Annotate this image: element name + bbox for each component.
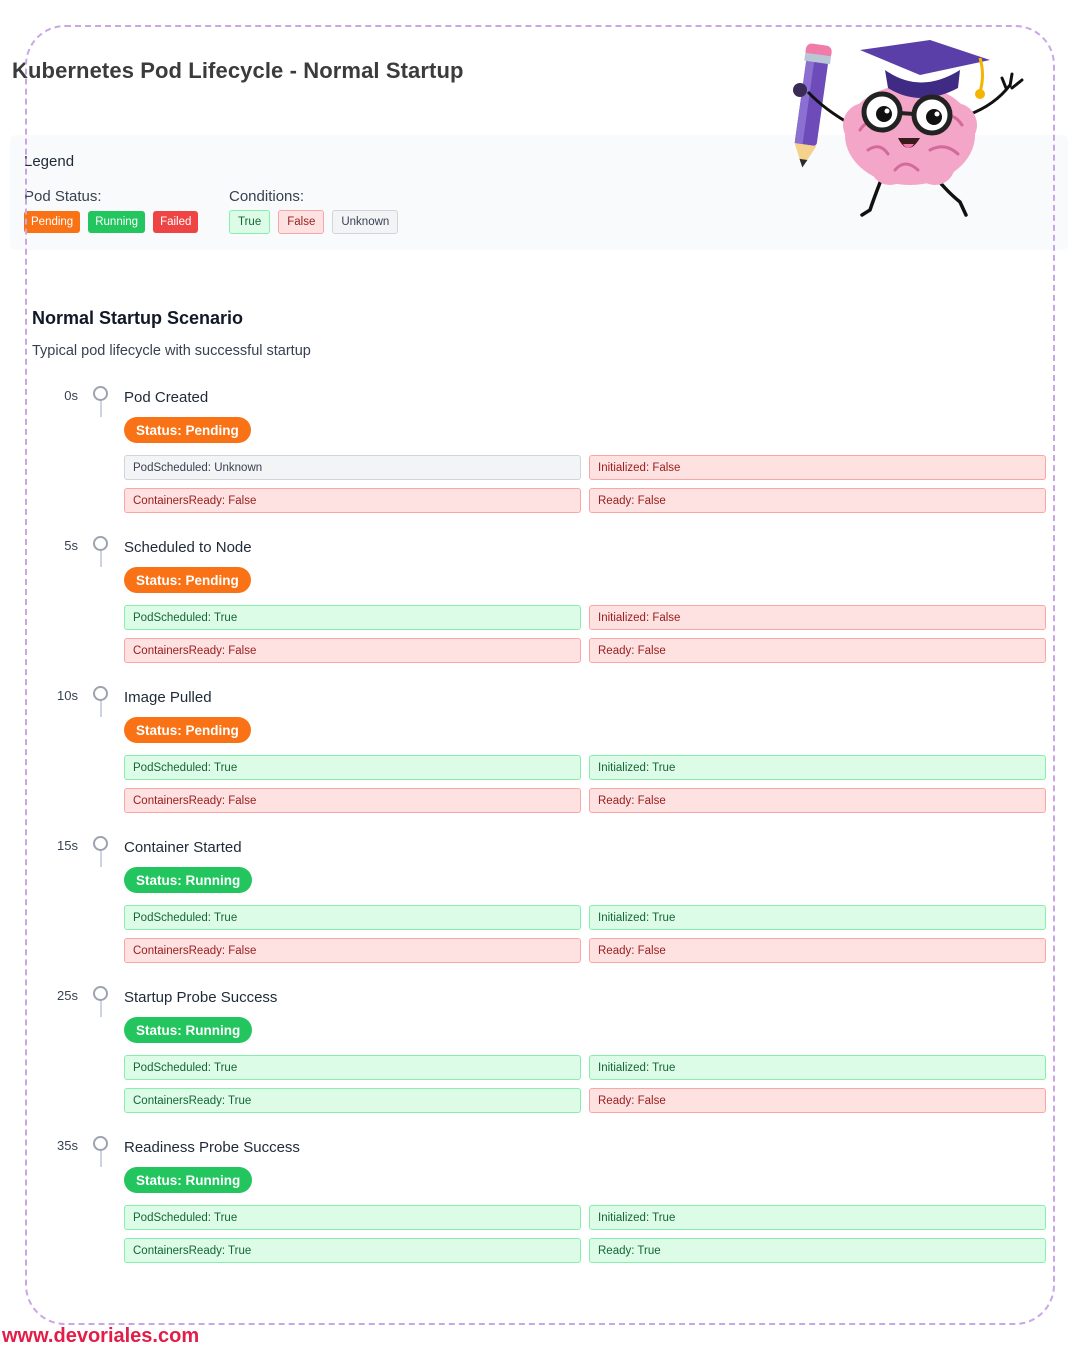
legend-panel: Legend Pod Status: Pending Running Failed … [10,135,1068,250]
legend-condition-unknown: Unknown [332,210,399,234]
condition-box: ContainersReady: False [124,788,581,813]
legend-condition-true: True [229,210,271,234]
condition-box: Ready: False [589,1088,1046,1113]
condition-box: Initialized: True [589,755,1046,780]
pod-status-chips: Pending Running Failed [24,211,199,233]
event-time: 35s [57,1138,78,1153]
timeline-event: 5s Scheduled to Node Status: Pending PodSch… [10,535,1068,685]
condition-box: Initialized: False [589,605,1046,630]
status-badge: Status: Pending [124,717,251,743]
timeline-stem [99,701,102,717]
timeline-event: 0s Pod Created Status: Pending PodScheduled… [10,385,1068,535]
timeline-event: 10s Image Pulled Status: Pending PodSchedul… [10,685,1068,835]
status-badge: Status: Running [124,1167,253,1193]
event-time: 25s [57,988,78,1003]
scenario-card: Normal Startup Scenario Typical pod life… [10,278,1068,1306]
timeline-stem [99,851,102,867]
condition-box: PodScheduled: True [124,1205,581,1230]
condition-box: Ready: False [589,788,1046,813]
timeline-marker-icon [93,986,108,1001]
condition-box: Initialized: False [589,455,1046,480]
timeline-event: 25s Startup Probe Success Status: Running P… [10,985,1068,1135]
timeline-stem [99,1151,102,1167]
event-title: Container Started [124,839,242,856]
page-title: Kubernetes Pod Lifecycle - Normal Startu… [12,58,464,83]
timeline-marker-icon [93,836,108,851]
timeline-marker-icon [93,686,108,701]
condition-box: PodScheduled: True [124,1055,581,1080]
legend-status-running: Running [88,211,146,233]
conditions-label: Conditions: [229,188,305,205]
condition-box: PodScheduled: True [124,755,581,780]
scenario-title: Normal Startup Scenario [32,308,244,328]
legend-status-failed: Failed [153,211,199,233]
footer-url: www.devoriales.com [2,1325,200,1347]
condition-box: ContainersReady: False [124,488,581,513]
pod-status-label: Pod Status: [24,188,102,205]
condition-chips: True False Unknown [229,210,399,234]
timeline-event: 35s Readiness Probe Success Status: Runnin… [10,1135,1068,1285]
timeline: 0s Pod Created Status: Pending PodScheduled… [10,385,1068,1285]
event-time: 10s [57,688,78,703]
event-time: 0s [64,388,78,403]
event-title: Image Pulled [124,689,212,706]
condition-box: ContainersReady: True [124,1088,581,1113]
condition-box: Ready: False [589,488,1046,513]
timeline-stem [99,1001,102,1017]
condition-box: Ready: True [589,1238,1046,1263]
status-badge: Status: Running [124,867,253,893]
legend-status-pending: Pending [24,211,81,233]
status-badge: Status: Running [124,1017,253,1043]
status-badge: Status: Pending [124,567,251,593]
event-title: Readiness Probe Success [124,1139,300,1156]
timeline-event: 15s Container Started Status: Running PodSc… [10,835,1068,985]
status-badge: Status: Pending [124,417,251,443]
condition-box: PodScheduled: True [124,905,581,930]
legend-condition-false: False [278,210,325,234]
condition-box: PodScheduled: Unknown [124,455,581,480]
condition-box: ContainersReady: False [124,638,581,663]
scenario-subtitle: Typical pod lifecycle with successful st… [32,343,311,359]
condition-box: Ready: False [589,938,1046,963]
event-title: Startup Probe Success [124,989,278,1006]
condition-box: Initialized: True [589,905,1046,930]
condition-box: Initialized: True [589,1205,1046,1230]
event-title: Scheduled to Node [124,539,252,556]
timeline-marker-icon [93,386,108,401]
timeline-stem [99,551,102,567]
timeline-stem [99,401,102,417]
condition-box: Initialized: True [589,1055,1046,1080]
condition-box: ContainersReady: True [124,1238,581,1263]
timeline-marker-icon [93,1136,108,1151]
event-time: 15s [57,838,78,853]
condition-box: Ready: False [589,638,1046,663]
legend-title: Legend [24,153,75,170]
timeline-marker-icon [93,536,108,551]
condition-box: ContainersReady: False [124,938,581,963]
brain-graduate-mascot-icon [793,40,1024,217]
condition-box: PodScheduled: True [124,605,581,630]
event-title: Pod Created [124,389,209,406]
event-time: 5s [64,538,78,553]
